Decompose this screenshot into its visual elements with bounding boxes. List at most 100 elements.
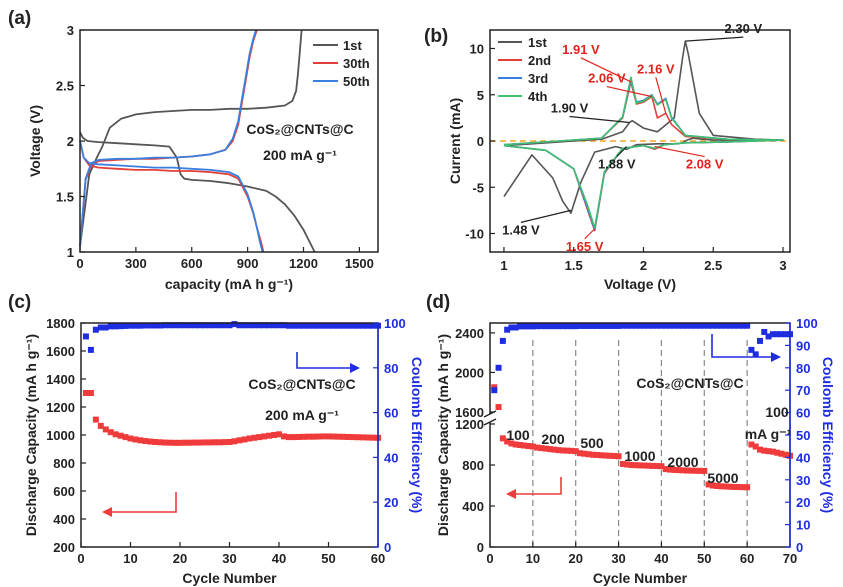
data-marker-d-cap <box>645 462 652 469</box>
data-marker-d-cap <box>662 466 669 473</box>
data-marker-c-ce <box>276 322 282 329</box>
data-marker-c-ce <box>87 346 94 353</box>
data-marker-c-cap <box>365 434 372 441</box>
data-marker-d-cap <box>731 483 738 490</box>
data-marker-d-ce <box>739 322 746 329</box>
data-marker-d-ce <box>517 323 523 330</box>
data-marker-c-ce <box>305 322 312 329</box>
data-marker-d-cap <box>641 462 648 469</box>
data-marker-c-ce <box>92 326 99 333</box>
data-marker-c-cap <box>117 432 124 439</box>
data-marker-d-ce <box>607 322 613 329</box>
data-marker-c-cap <box>355 434 362 441</box>
data-marker-d-ce <box>735 322 742 329</box>
data-marker-c-cap <box>216 439 223 446</box>
y2-tick-label-d: 100 <box>796 316 818 331</box>
data-marker-c-ce <box>340 322 347 329</box>
data-marker-d-ce <box>744 322 751 329</box>
data-marker-c-cap <box>256 434 263 441</box>
data-marker-d-cap <box>727 483 733 490</box>
data-marker-c-cap <box>285 434 292 441</box>
data-marker-c-cap <box>330 433 337 440</box>
data-marker-c-cap <box>246 435 253 442</box>
data-marker-d-cap <box>499 435 506 442</box>
data-marker-d-ce <box>757 337 763 344</box>
y-tick-label-a: 1 <box>67 245 74 260</box>
data-marker-c-ce <box>290 322 297 329</box>
data-marker-c-ce <box>261 322 268 329</box>
rate-label-d: 500 <box>580 435 604 451</box>
data-marker-d-cap <box>555 447 562 454</box>
y-tick-label-c: 1000 <box>46 428 75 443</box>
data-marker-c-cap <box>370 434 377 441</box>
data-marker-c-cap <box>206 439 213 446</box>
data-marker-c-cap <box>300 433 307 440</box>
y-tick-label-c: 1400 <box>46 372 75 387</box>
data-marker-c-ce <box>142 322 149 329</box>
axis-break-mark-d <box>483 418 497 426</box>
y2-tick-label-c: 100 <box>384 316 406 331</box>
rate-label-d: 2000 <box>667 454 698 470</box>
x-tick-label-c: 50 <box>321 551 335 566</box>
x-tick-label-d: 20 <box>568 551 582 566</box>
y-tick-label-d: 1200 <box>455 417 484 432</box>
data-marker-d-ce <box>761 328 768 335</box>
y-tick-label-d: 400 <box>462 499 484 514</box>
y-tick-label-a: 3 <box>67 23 74 38</box>
data-marker-c-cap <box>261 433 268 440</box>
annotation-label-b: 1.48 V <box>502 222 540 237</box>
y2-axis-label-c: Coulomb Efficiency (%) <box>409 357 425 513</box>
series-line-a-50th-discharge <box>79 140 264 253</box>
y-tick-label-b: 10 <box>470 42 484 57</box>
data-marker-c-cap <box>266 432 273 439</box>
annotation-label-b: 2.30 V <box>725 21 763 36</box>
data-marker-d-cap <box>718 483 725 490</box>
data-marker-c-cap <box>231 438 238 445</box>
data-marker-d-cap <box>504 438 511 445</box>
data-marker-d-cap <box>619 460 626 467</box>
series-line-a-1st-discharge <box>79 131 316 253</box>
legend-label-a: 50th <box>343 74 370 89</box>
data-marker-d-ce <box>598 322 605 329</box>
data-marker-c-ce <box>335 322 342 329</box>
data-marker-d-ce <box>697 322 703 329</box>
data-marker-d-cap <box>598 452 605 459</box>
data-marker-d-ce <box>667 322 673 329</box>
data-marker-d-cap <box>722 483 729 490</box>
data-marker-d-cap <box>517 442 523 449</box>
y-tick-label-c: 400 <box>53 512 75 527</box>
data-marker-c-cap <box>147 438 154 445</box>
annotation-arrow-b <box>520 209 572 223</box>
data-marker-c-ce <box>102 324 109 331</box>
data-marker-c-cap <box>280 433 287 440</box>
data-marker-d-ce <box>632 322 639 329</box>
data-marker-d-ce <box>585 322 592 329</box>
data-marker-c-ce <box>172 322 179 329</box>
x-tick-label-d: 70 <box>783 551 797 566</box>
data-marker-d-ce <box>727 322 733 329</box>
data-marker-c-ce <box>310 322 317 329</box>
y2-tick-label-c: 80 <box>384 361 398 376</box>
data-marker-c-cap <box>137 437 144 444</box>
data-marker-d-cap <box>739 484 746 491</box>
annotation-label-b: 2.16 V <box>637 61 675 76</box>
data-marker-d-ce <box>624 322 631 329</box>
data-marker-d-cap <box>495 404 502 411</box>
data-marker-c-cap <box>340 433 347 440</box>
data-marker-c-ce <box>370 322 377 329</box>
data-marker-d-ce <box>752 351 759 358</box>
annotation-arrow-b <box>685 36 744 42</box>
data-marker-c-cap <box>92 416 99 423</box>
panel-a-label: (a) <box>8 8 31 29</box>
data-marker-c-cap <box>360 434 367 441</box>
y-tick-label-a: 2 <box>67 134 74 149</box>
data-marker-d-cap <box>774 449 781 456</box>
data-marker-d-cap <box>525 443 532 450</box>
data-marker-c-ce <box>132 322 139 329</box>
data-marker-d-cap <box>607 452 613 459</box>
data-marker-c-ce <box>157 322 164 329</box>
x-tick-label-d: 0 <box>486 551 493 566</box>
data-marker-c-cap <box>226 439 233 445</box>
y-tick-label-d: 1600 <box>455 405 484 420</box>
data-marker-d-ce <box>564 323 571 330</box>
